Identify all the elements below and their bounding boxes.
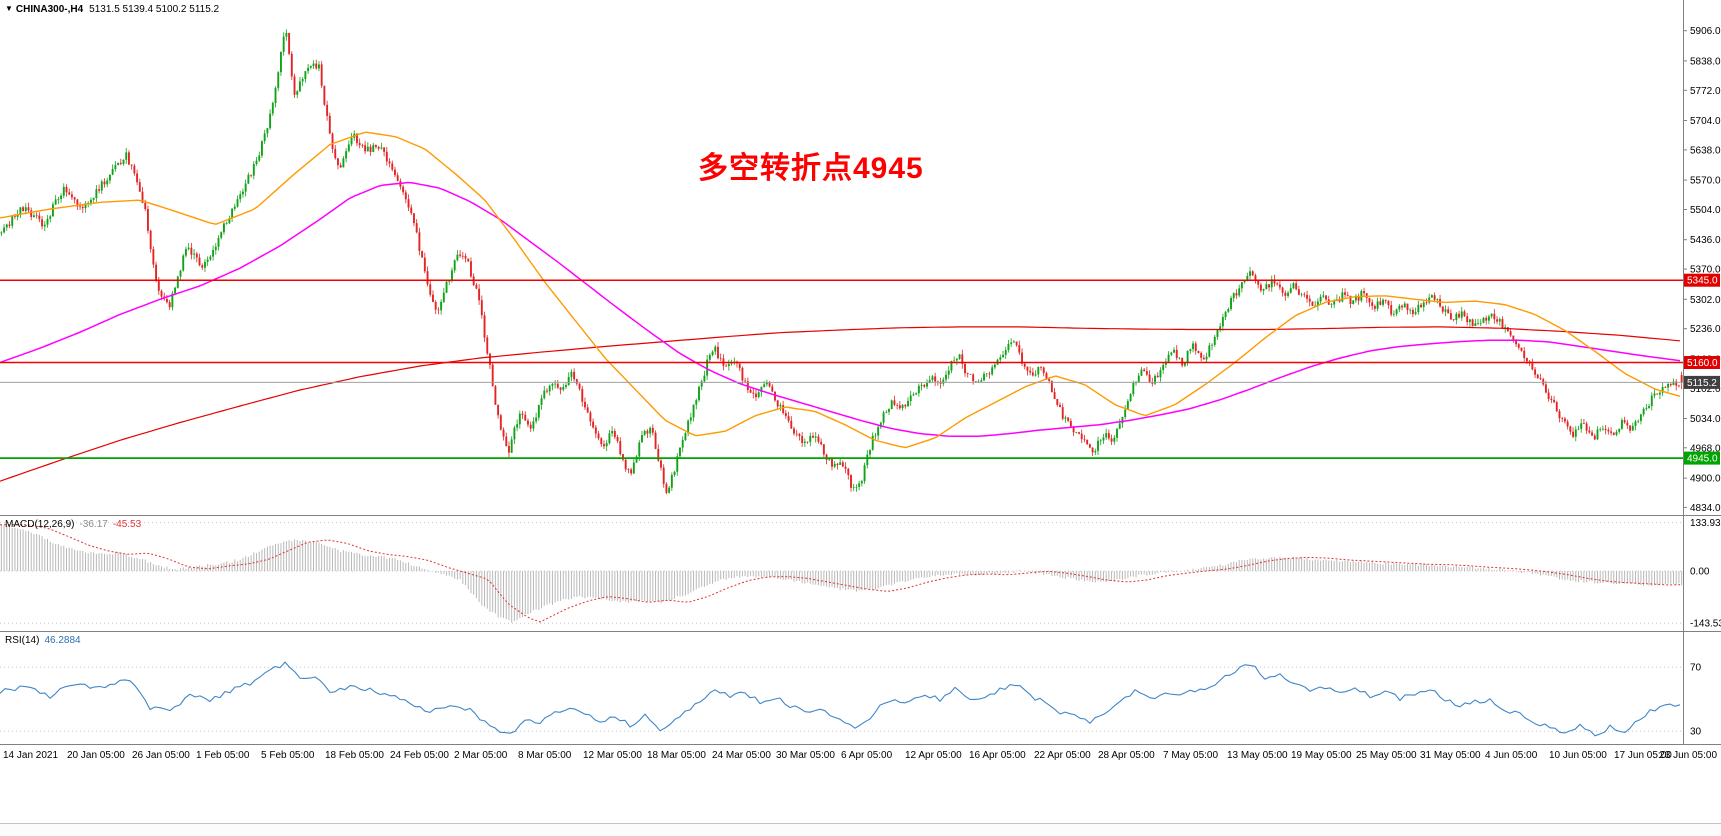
macd-histogram (0, 524, 1683, 623)
price-badge-5345.0: 5345.0 (1684, 273, 1720, 287)
price-tick-label: 5638.0 (1690, 145, 1721, 156)
macd-name: MACD(12,26,9) (5, 519, 75, 530)
macd-signal-line (0, 524, 1681, 623)
time-tick-label: 10 Jun 05:00 (1549, 750, 1607, 761)
macd-axis-label: 133.93 (1690, 518, 1721, 529)
time-tick-label: 17 Jun 05:00 (1614, 750, 1672, 761)
ma-medium-line (0, 181, 1681, 438)
price-tick-label: 5906.0 (1690, 26, 1721, 37)
price-tick-label: 5436.0 (1690, 235, 1721, 246)
price-tick-label: 5302.0 (1690, 295, 1721, 306)
price-panel[interactable] (0, 0, 1683, 515)
time-tick-label: 18 Feb 05:00 (325, 750, 384, 761)
time-tick-label: 20 Jan 05:00 (67, 750, 125, 761)
annotation-text: 多空转折点4945 (698, 152, 924, 185)
rsi-axis-label: 70 (1690, 663, 1702, 674)
chart-header: ▼ CHINA300-,H4 5131.5 5139.4 5100.2 5115.2 (5, 4, 219, 16)
time-tick-label: 7 May 05:00 (1163, 750, 1218, 761)
price-tick-label: 5102.0 (1690, 384, 1721, 395)
time-tick-label: 24 Feb 05:00 (390, 750, 449, 761)
macd-signal-value: -45.53 (112, 519, 142, 530)
time-tick-label: 16 Apr 05:00 (969, 750, 1026, 761)
time-tick-label: 26 Jan 05:00 (132, 750, 190, 761)
time-tick-label: 4 Jun 05:00 (1485, 750, 1538, 761)
price-tick-label: 4968.0 (1690, 443, 1721, 454)
price-badge-5160.0: 5160.0 (1684, 356, 1720, 369)
macd-axis-label: 0.00 (1690, 567, 1710, 578)
symbol-timeframe-label: CHINA300-,H4 (15, 4, 84, 15)
time-tick-label: 13 May 05:00 (1227, 750, 1288, 761)
svg-text:5345.0: 5345.0 (1687, 276, 1718, 287)
time-tick-label: 12 Apr 05:00 (905, 750, 962, 761)
ohlc-values: 5131.5 5139.4 5100.2 5115.2 (89, 4, 220, 15)
price-badge-5115.2: 5115.2 (1684, 375, 1720, 389)
candles-layer (0, 29, 1683, 495)
macd-axis-label: -143.53 (1690, 619, 1721, 630)
price-tick-label: 4834.0 (1690, 503, 1721, 514)
price-tick-label: 5370.0 (1690, 265, 1721, 276)
macd-indicator-label: MACD(12,26,9) -36.17 -45.53 (5, 519, 141, 531)
price-axis[interactable]: 5906.0 5838.0 5772.0 5704.0 5638.0 5570.0 5504… (1683, 0, 1721, 745)
time-tick-label: 12 Mar 05:00 (583, 750, 642, 761)
time-tick-label: 24 Mar 05:00 (712, 750, 771, 761)
svg-text:5115.2: 5115.2 (1687, 378, 1717, 389)
rsi-axis-label: 30 (1690, 727, 1702, 738)
time-tick-label: 5 Feb 05:00 (261, 750, 315, 761)
macd-panel[interactable] (0, 516, 1683, 631)
price-tick-label: 4900.0 (1690, 474, 1721, 485)
time-tick-label: 6 Apr 05:00 (841, 750, 893, 761)
svg-text:4945.0: 4945.0 (1687, 454, 1718, 465)
time-tick-label: 31 May 05:00 (1420, 750, 1481, 761)
rsi-indicator-label: RSI(14) 46.2884 (5, 635, 81, 647)
time-tick-label: 18 Mar 05:00 (647, 750, 706, 761)
time-tick-label: 1 Feb 05:00 (196, 750, 250, 761)
time-tick-label: 22 Apr 05:00 (1034, 750, 1091, 761)
window-bottom-strip (0, 823, 1721, 836)
rsi-panel[interactable] (0, 632, 1683, 744)
price-tick-label: 5570.0 (1690, 176, 1721, 187)
price-tick-label: 5236.0 (1690, 324, 1721, 335)
price-tick-label: 5034.0 (1690, 414, 1721, 425)
time-tick-label: 30 Mar 05:00 (776, 750, 835, 761)
price-tick-label: 5704.0 (1690, 116, 1721, 127)
time-tick-label: 19 May 05:00 (1291, 750, 1352, 761)
time-tick-label: 28 Apr 05:00 (1098, 750, 1155, 761)
time-tick-label: 2 Mar 05:00 (454, 750, 508, 761)
price-tick-label: 5772.0 (1690, 86, 1721, 97)
time-tick-label: 23 Jun 05:00 (1659, 750, 1717, 761)
svg-text:5160.0: 5160.0 (1687, 358, 1718, 369)
time-tick-label: 14 Jan 2021 (3, 750, 58, 761)
price-tick-label: 5504.0 (1690, 205, 1721, 216)
ma-fast-line (0, 131, 1681, 449)
time-tick-label: 25 May 05:00 (1356, 750, 1417, 761)
time-axis[interactable]: 14 Jan 2021 20 Jan 05:00 26 Jan 05:00 1 Feb… (3, 750, 1717, 761)
price-badge-4945.0: 4945.0 (1684, 451, 1720, 465)
time-tick-label: 8 Mar 05:00 (518, 750, 572, 761)
rsi-value: 46.2884 (44, 635, 81, 646)
macd-value: -36.17 (79, 519, 108, 530)
rsi-line (0, 661, 1681, 737)
ma-slow-line (0, 326, 1681, 482)
rsi-name: RSI(14) (5, 635, 40, 646)
symbol-dropdown-icon[interactable]: ▼ (5, 4, 13, 13)
price-tick-label: 5838.0 (1690, 56, 1721, 67)
